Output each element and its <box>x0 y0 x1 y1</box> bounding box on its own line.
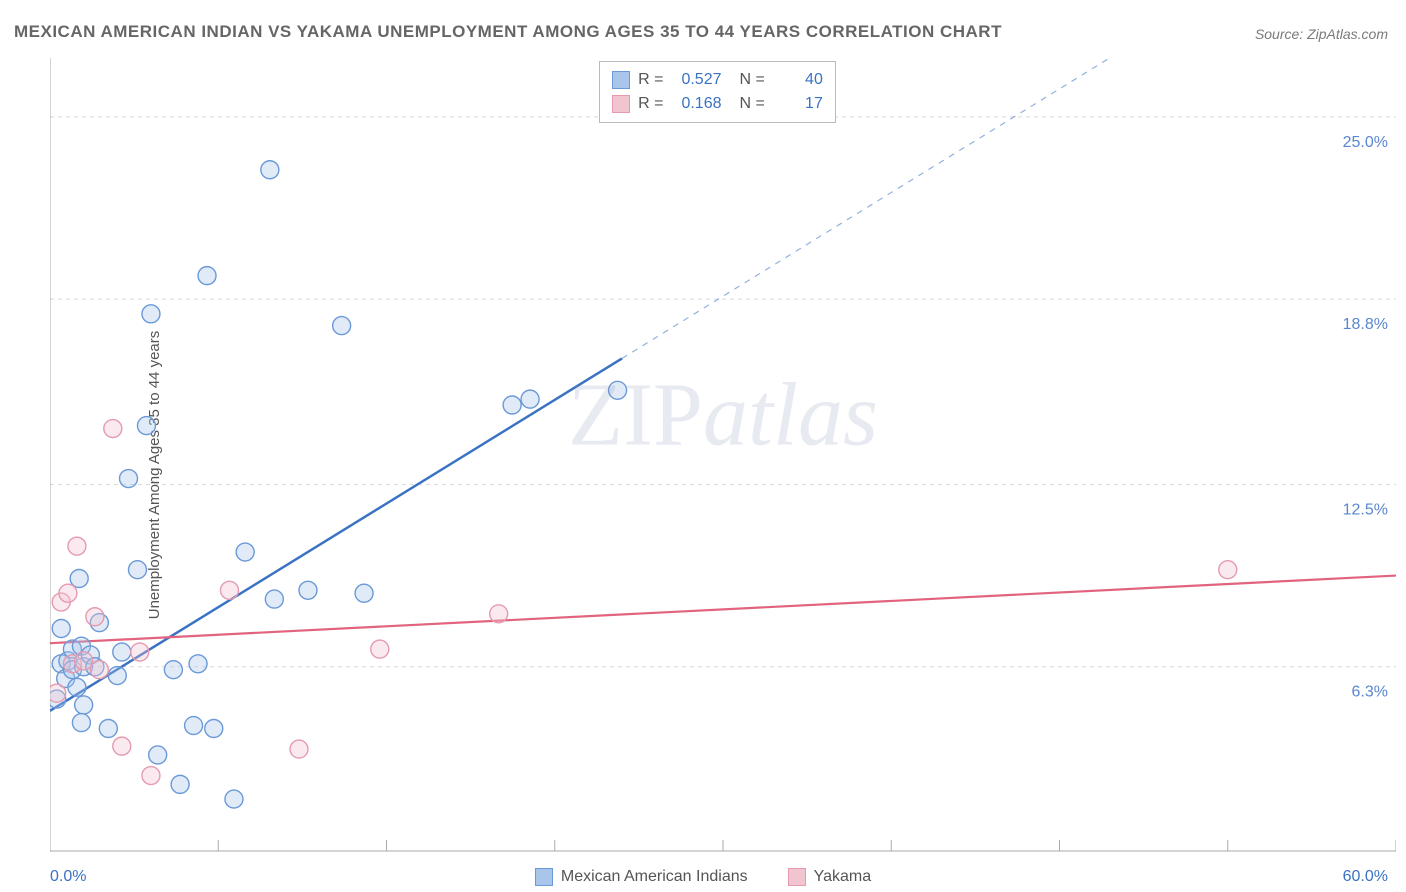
stat-n-value: 17 <box>773 92 823 116</box>
stat-n-value: 40 <box>773 68 823 92</box>
source-attribution: Source: ZipAtlas.com <box>1255 26 1388 42</box>
stat-r-value: 0.527 <box>672 68 722 92</box>
plot-area: 6.3%12.5%18.8%25.0% ZIPatlas R =0.527N =… <box>50 58 1396 852</box>
svg-text:18.8%: 18.8% <box>1343 316 1388 333</box>
legend-label: Mexican American Indians <box>561 868 748 886</box>
scatter-plot-svg: 6.3% 12.5% 18.8% 25.0% <box>50 58 1396 852</box>
chart-title: MEXICAN AMERICAN INDIAN VS YAKAMA UNEMPL… <box>14 22 1002 42</box>
legend-item: Yakama <box>788 868 872 886</box>
legend-swatch <box>535 868 553 886</box>
legend-label: Yakama <box>814 868 872 886</box>
chart-container: Unemployment Among Ages 35 to 44 years 6… <box>0 58 1406 892</box>
series-swatch <box>612 95 630 113</box>
stat-n-label: N = <box>740 92 765 116</box>
stat-row: R = 0.168 N = 17 <box>612 92 823 116</box>
svg-text:12.5%: 12.5% <box>1343 501 1388 518</box>
svg-text:25.0%: 25.0% <box>1343 134 1388 151</box>
stat-r-label: R = <box>638 92 663 116</box>
stat-r-label: R = <box>638 68 663 92</box>
legend-swatch <box>788 868 806 886</box>
series-legend: Mexican American Indians Yakama <box>0 868 1406 886</box>
stat-r-value: 0.168 <box>672 92 722 116</box>
stat-row: R = 0.527 N = 40 <box>612 68 823 92</box>
stat-n-label: N = <box>740 68 765 92</box>
svg-text:6.3%: 6.3% <box>1352 684 1388 701</box>
series-swatch <box>612 71 630 89</box>
correlation-stats-box: R = 0.527 N = 40 R = 0.168 N = 17 <box>599 61 836 123</box>
legend-item: Mexican American Indians <box>535 868 748 886</box>
